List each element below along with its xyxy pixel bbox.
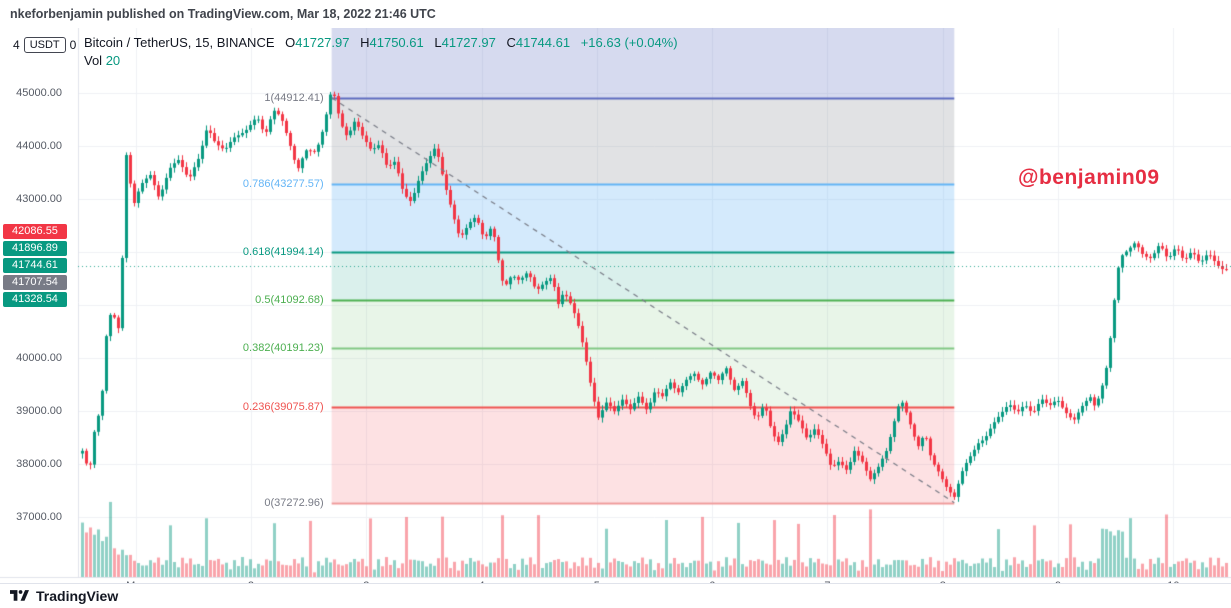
symbol-search-prefix: 4 [13, 38, 20, 52]
attribution-text: nkeforbenjamin published on TradingView.… [10, 7, 436, 21]
symbol-title[interactable]: Bitcoin / TetherUS, 15, BINANCE [84, 35, 275, 50]
ohlc-close-label: C [506, 35, 516, 50]
price-chart[interactable] [0, 28, 1231, 583]
fib-level-label: 0.618(41994.14) [242, 246, 324, 259]
ohlc-open-label: O [285, 35, 296, 50]
user-watermark: @benjamin09 [1018, 166, 1160, 189]
price-tag: 41896.89 [3, 241, 67, 257]
price-axis-label[interactable]: 44000.00 [16, 140, 62, 153]
price-tag: 42086.55 [3, 224, 67, 240]
price-change: +16.63 (+0.04%) [580, 35, 678, 50]
ohlc-low-label: L [434, 35, 442, 50]
footer-bar: TradingView [0, 583, 1231, 608]
tradingview-logo-icon[interactable] [10, 589, 29, 604]
fib-level-label: 0.382(40191.23) [242, 342, 324, 354]
price-axis-label[interactable]: 45000.00 [16, 87, 62, 100]
price-tag: 41744.61 [3, 258, 67, 274]
price-axis-label[interactable]: 37000.00 [16, 511, 62, 524]
ohlc-open-value: 41727.97 [295, 35, 350, 50]
attribution-bar: nkeforbenjamin published on TradingView.… [0, 0, 1231, 28]
price-axis-label[interactable]: 43000.00 [16, 193, 62, 206]
fib-level-label: 1(44912.41) [264, 91, 324, 104]
symbol-search-suffix: 0 [69, 38, 77, 52]
tradingview-brand[interactable]: TradingView [36, 588, 119, 604]
fib-level-label: 0(37272.96) [264, 496, 324, 509]
volume-legend: Vol 20 [84, 53, 120, 68]
symbol-search-chip: USDT [23, 37, 66, 53]
price-axis-label[interactable]: 40000.00 [16, 352, 62, 365]
price-tag: 41328.54 [3, 292, 67, 308]
chart-legend: Bitcoin / TetherUS, 15, BINANCE O41727.9… [84, 35, 678, 50]
price-tag: 41707.54 [3, 275, 67, 291]
fib-level-label: 0.786(43277.57) [242, 178, 324, 191]
price-axis-label[interactable]: 39000.00 [16, 405, 62, 418]
ohlc-high-value: 41750.61 [369, 35, 424, 50]
volume-value: 20 [105, 53, 121, 68]
symbol-search-box[interactable]: 4 USDT 0 [13, 37, 76, 53]
fib-level-label: 0.5(41092.68) [255, 294, 324, 307]
volume-label: Vol [84, 53, 103, 68]
ohlc-low-value: 41727.97 [441, 35, 496, 50]
ohlc-high-label: H [360, 35, 370, 50]
fib-level-label: 0.236(39075.87) [242, 401, 324, 414]
price-axis-label[interactable]: 38000.00 [16, 458, 62, 471]
ohlc-close-value: 41744.61 [515, 35, 571, 50]
